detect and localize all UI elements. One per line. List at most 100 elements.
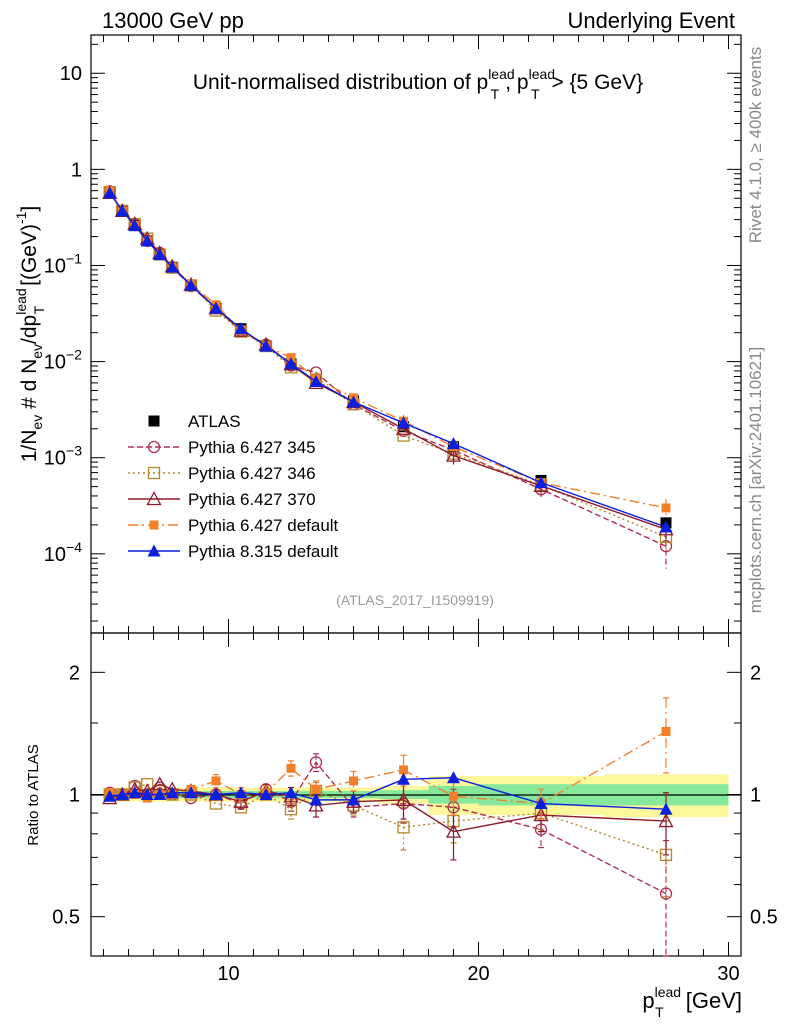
pythia8-default-point bbox=[347, 395, 360, 408]
y-tick-mantissa: 10 bbox=[44, 448, 66, 470]
pythia8-default-point bbox=[165, 786, 179, 799]
ylabel-e: ] bbox=[18, 206, 41, 212]
main-title-sub-2: T bbox=[531, 86, 540, 102]
y-tick-mantissa: 10 bbox=[44, 255, 66, 277]
legend-label: Pythia 8.315 default bbox=[188, 542, 339, 561]
legend-label: Pythia 6.427 345 bbox=[188, 438, 316, 457]
legend-label: Pythia 6.427 default bbox=[188, 516, 339, 535]
main-title-sub: T bbox=[491, 86, 500, 102]
x-axis-label: plead T [GeV] bbox=[642, 984, 742, 1020]
y-tick-exponent: −1 bbox=[66, 250, 82, 266]
legend-item-pythia-345: Pythia 6.427 345 bbox=[128, 438, 316, 457]
pythia-345-point bbox=[309, 756, 323, 769]
pythia8-default-point bbox=[234, 322, 248, 335]
legend-item-pythia6-default: Pythia 6.427 default bbox=[128, 516, 339, 535]
legend-item-pythia-370: Pythia 6.427 370 bbox=[128, 490, 316, 509]
main-ylabel: 1/Nev # d Nev/dplead T [(GeV)-1] bbox=[13, 206, 47, 463]
pythia6-default-point bbox=[399, 765, 408, 775]
pythia-370-point bbox=[146, 491, 162, 506]
pythia8-default-point bbox=[184, 278, 198, 291]
pythia6-default-point bbox=[286, 763, 296, 773]
pythia8-default-point bbox=[140, 788, 154, 800]
main-data-series bbox=[102, 184, 674, 569]
pythia-370-point bbox=[445, 823, 462, 838]
pythia-345-point bbox=[147, 440, 161, 454]
pythia6-default-point bbox=[311, 784, 321, 794]
header-left: 13000 GeV pp bbox=[102, 8, 244, 33]
pythia-370-point bbox=[533, 807, 549, 822]
ylabel-c-sub: T bbox=[31, 305, 47, 314]
series-line-pythia-346 bbox=[109, 191, 667, 538]
pythia8-default-point bbox=[447, 437, 460, 450]
legend-label: Pythia 6.427 346 bbox=[188, 464, 316, 483]
main-title-sep: , p bbox=[505, 71, 528, 94]
pythia8-default-point bbox=[153, 788, 167, 800]
y-tick-mantissa: 10 bbox=[44, 544, 66, 566]
legend-label: ATLAS bbox=[188, 412, 241, 431]
pythia-370-point bbox=[658, 813, 674, 828]
y-tick-exponent: −3 bbox=[66, 443, 82, 459]
pythia8-default-point bbox=[115, 204, 129, 217]
atlas-data-point bbox=[148, 415, 160, 427]
ylabel-a: 1/N bbox=[18, 430, 41, 463]
legend: ATLAS Pythia 6.427 345 Pythia 6.427 346 Pyt… bbox=[128, 412, 339, 561]
pythia8-default-point bbox=[534, 797, 548, 810]
pythia6-default-point bbox=[211, 776, 221, 786]
main-title-suffix: > {5 GeV} bbox=[546, 71, 644, 94]
y-tick-label: 10 bbox=[60, 63, 82, 85]
pythia8-default-point bbox=[259, 339, 273, 352]
pythia8-default-point bbox=[128, 219, 142, 232]
main-title-sup: lead bbox=[488, 66, 514, 82]
ratio-y-tick-label-right: 0.5 bbox=[750, 907, 778, 929]
pythia8-default-point bbox=[147, 544, 161, 557]
y-tick-exponent: −2 bbox=[66, 347, 82, 363]
pythia8-default-point bbox=[534, 476, 548, 489]
pythia-370-point bbox=[395, 792, 412, 807]
pythia6-default-point bbox=[349, 776, 358, 786]
pythia-370-point bbox=[233, 793, 249, 808]
ratio-y-tick-label-right: 2 bbox=[750, 662, 761, 684]
pythia8-default-point bbox=[447, 771, 460, 784]
ratio-axis-ticks: 10 20 30 2 2 1 1 0.5 0.5 bbox=[52, 632, 778, 985]
ratio-line-pythia-346 bbox=[109, 783, 667, 856]
xlabel-sub: T bbox=[655, 1004, 664, 1020]
ylabel-d: [(GeV) bbox=[18, 224, 41, 292]
pythia6-default-point bbox=[149, 520, 159, 530]
header-right: Underlying Event bbox=[567, 8, 735, 33]
pythia8-default-point bbox=[103, 789, 117, 802]
pythia8-default-point bbox=[209, 788, 223, 800]
y-tick-label: 10−3 bbox=[44, 443, 82, 470]
series-pythia-370 bbox=[102, 184, 674, 540]
main-title-text: Unit-normalised distribution of p bbox=[193, 71, 488, 94]
ratio-y-tick-label: 0.5 bbox=[52, 907, 80, 929]
legend-label: Pythia 6.427 370 bbox=[188, 490, 316, 509]
ratio-ylabel: Ratio to ATLAS bbox=[25, 744, 42, 845]
pythia8-default-point bbox=[103, 186, 117, 199]
y-tick-mantissa: 10 bbox=[44, 352, 66, 374]
mcplots-label: mcplots.cern.ch [arXiv:2401.10621] bbox=[746, 347, 765, 613]
legend-item-pythia-346: Pythia 6.427 346 bbox=[128, 464, 316, 483]
series-pythia8-default bbox=[103, 186, 673, 533]
pythia-370-point bbox=[445, 447, 462, 462]
pythia8-default-point bbox=[397, 772, 410, 785]
series-pythia-345 bbox=[103, 185, 673, 569]
ratio-data-series bbox=[102, 697, 674, 957]
ylabel-a-sub: ev bbox=[29, 415, 45, 430]
pythia8-default-point bbox=[284, 786, 298, 799]
pythia8-default-point bbox=[259, 788, 273, 800]
rivet-label: Rivet 4.1.0, ≥ 400k events bbox=[746, 47, 765, 243]
analysis-watermark: (ATLAS_2017_I1509919) bbox=[336, 592, 494, 608]
y-tick-label: 1 bbox=[71, 159, 82, 181]
ratio-y-tick-label: 2 bbox=[69, 662, 80, 684]
ylabel-b-sub: ev bbox=[29, 344, 45, 359]
pythia-346-point bbox=[147, 466, 161, 480]
x-tick-label: 10 bbox=[217, 963, 239, 985]
pythia8-default-point bbox=[347, 793, 360, 806]
y-tick-label: 10−2 bbox=[44, 347, 82, 374]
xlabel-main: p bbox=[642, 988, 654, 1013]
main-title-sup-2: lead bbox=[529, 66, 555, 82]
main-title: Unit-normalised distribution of plead T, … bbox=[193, 66, 643, 102]
legend-item-atlas: ATLAS bbox=[148, 412, 241, 431]
y-tick-label: 10−1 bbox=[44, 250, 82, 277]
